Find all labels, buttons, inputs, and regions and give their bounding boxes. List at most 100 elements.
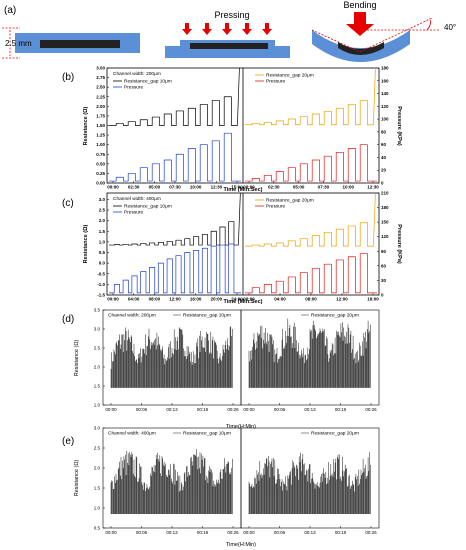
bending-sensor-channel bbox=[338, 42, 384, 55]
y-tick-label-right: 180 bbox=[381, 66, 389, 71]
y-tick-label: 1.5 bbox=[94, 486, 101, 491]
panel-c-xlabel: Time (Min:Sec) bbox=[223, 299, 262, 305]
y-tick-label: 0.5 bbox=[94, 526, 101, 531]
series-resistance-gap-10 bbox=[110, 449, 233, 514]
x-tick-label: 24:00 bbox=[231, 297, 243, 302]
panel-e-xlabel: Time(H:Min) bbox=[226, 542, 256, 548]
y-tick-label-left: 2.0 bbox=[99, 218, 106, 223]
x-tick-label: 00:00 bbox=[105, 530, 117, 535]
x-tick-label: 00:13 bbox=[304, 407, 316, 412]
legend-label: Resistance_gap 20μm bbox=[266, 198, 314, 204]
x-tick-label: 10:00 bbox=[342, 185, 354, 190]
panel-a-schematic: (a) 2.5 mm Pressing bbox=[2, 0, 456, 62]
y-tick-label-right: 60 bbox=[381, 142, 387, 147]
y-tick-label: 2.0 bbox=[94, 466, 101, 471]
legend-label: Resistance_gap 20μm bbox=[266, 73, 314, 79]
x-tick-label: 00:26 bbox=[365, 407, 377, 412]
legend-label: Pressure bbox=[266, 79, 286, 85]
x-tick-label: 00:26 bbox=[365, 530, 377, 535]
x-tick-label: 16:00 bbox=[190, 297, 202, 302]
bend-arrow-head bbox=[346, 24, 374, 36]
height-label: 2.5 mm bbox=[5, 39, 32, 48]
bend-arrow-shaft bbox=[354, 12, 366, 26]
y-tick-label-left: 1.50 bbox=[96, 123, 105, 128]
y-tick-label-left: 0.50 bbox=[96, 161, 105, 166]
series-resistance-gap-20 bbox=[248, 318, 371, 388]
y-tick-label-left: 2.5 bbox=[99, 208, 106, 213]
channel-width-annotation: Channel width: 200μm bbox=[108, 313, 156, 319]
x-tick-label: 00:13 bbox=[166, 407, 178, 412]
x-tick-label: 08:00 bbox=[305, 297, 317, 302]
x-tick-label: 16:00 bbox=[367, 297, 379, 302]
legend-label: Resistance_gap 20μm bbox=[311, 431, 359, 437]
press-arrow-shaft bbox=[245, 23, 249, 30]
panel-b-ylabel-left: Resistance (Ω) bbox=[83, 107, 89, 146]
panel-letter-a: (a) bbox=[4, 5, 16, 16]
x-tick-label: 12:00 bbox=[336, 297, 348, 302]
panel-b-xlabel: Time (Min:Sec) bbox=[223, 187, 262, 193]
bend-angle-line-left bbox=[311, 29, 361, 53]
series-resistance-gap-10 bbox=[110, 326, 233, 388]
panel-c: (c) -1.5 -1.0 -0.5 0.0 0.5 1.0 1.5 2.0 2.5 3.0 0 30… bbox=[62, 191, 402, 306]
channel-width-annotation: Channel width: 400μm bbox=[108, 431, 156, 437]
panel-b: (b) 0.00 0.25 0.50 0.75 1.00 1.25 1.50 1.75 2.00… bbox=[62, 66, 402, 194]
legend-label: Resistance_gap 10μm bbox=[124, 79, 172, 85]
x-tick-label: 00:26 bbox=[227, 530, 239, 535]
press-arrow-shaft bbox=[225, 23, 229, 30]
x-tick-label: 05:00 bbox=[149, 185, 161, 190]
flat-sensor-channel bbox=[40, 40, 120, 48]
y-tick-label: 2.5 bbox=[94, 346, 101, 351]
bending-label: Bending bbox=[343, 0, 376, 10]
x-tick-label: 00:06 bbox=[136, 407, 148, 412]
y-tick-label-left: 1.25 bbox=[96, 133, 105, 138]
y-tick-label-right: 100 bbox=[381, 117, 389, 122]
series-pressure-right bbox=[245, 144, 377, 182]
panel-e: (e) 0.5 1.0 1.5 2.0 2.5 3.0 00:00 00:06 00:13 00:… bbox=[62, 426, 380, 548]
y-tick-label-left: 0.00 bbox=[96, 181, 105, 186]
panel-c-ylabel-right: Pressure (KPa) bbox=[396, 224, 402, 264]
x-tick-label: 00:00 bbox=[107, 185, 119, 190]
y-tick-label-left: -0.5 bbox=[97, 271, 105, 276]
y-tick-label-left: 2.75 bbox=[96, 75, 105, 80]
panel-b-ylabel-right: Pressure (KPa) bbox=[396, 106, 402, 146]
y-tick-label-left: 0.25 bbox=[96, 171, 105, 176]
y-tick-label-right: 40 bbox=[381, 155, 387, 160]
panel-letter-d: (d) bbox=[62, 314, 74, 325]
x-tick-label: 00:06 bbox=[274, 407, 286, 412]
x-tick-label: 12:30 bbox=[211, 185, 223, 190]
x-tick-label: 00:19 bbox=[197, 407, 209, 412]
x-tick-label: 00:13 bbox=[304, 530, 316, 535]
x-tick-label: 00:00 bbox=[105, 407, 117, 412]
y-tick-label-left: 2.00 bbox=[96, 104, 105, 109]
legend-label: Pressure bbox=[124, 85, 144, 91]
legend-label: Pressure bbox=[124, 210, 144, 216]
legend-label: Resistance_gap 10μm bbox=[183, 431, 231, 437]
x-tick-label: 02:30 bbox=[128, 185, 140, 190]
panel-d-ylabel: Resistance (Ω) bbox=[74, 340, 80, 377]
x-tick-label: 15:00 bbox=[231, 185, 243, 190]
y-tick-label-right: 90 bbox=[381, 249, 387, 254]
panel-c-ylabel-left: Resistance (Ω) bbox=[83, 225, 89, 264]
y-tick-label-right: 0 bbox=[381, 181, 384, 186]
y-tick-label-left: -1.5 bbox=[97, 293, 105, 298]
x-tick-label: 00:00 bbox=[243, 407, 255, 412]
x-tick-label: 00:06 bbox=[274, 530, 286, 535]
y-tick-label-right: 120 bbox=[381, 234, 389, 239]
y-tick-label-left: 0.5 bbox=[99, 250, 106, 255]
series-pressure-left bbox=[109, 132, 241, 182]
y-tick-label-right: 120 bbox=[381, 104, 389, 109]
press-arrow-shaft bbox=[185, 23, 189, 30]
press-arrow-head bbox=[242, 29, 252, 35]
x-tick-label: 00:06 bbox=[136, 530, 148, 535]
x-tick-label: 02:30 bbox=[268, 185, 280, 190]
channel-width-annotation: Channel width: 200μm bbox=[113, 71, 161, 77]
y-tick-label-left: -1.0 bbox=[97, 282, 105, 287]
y-tick-label: 3.0 bbox=[94, 327, 101, 332]
x-tick-label: 00:00 bbox=[243, 185, 255, 190]
legend-label: Resistance_gap 10μm bbox=[183, 313, 231, 319]
x-tick-label: 08:00 bbox=[149, 297, 161, 302]
press-arrow-shaft bbox=[205, 23, 209, 30]
y-tick-label: 1.0 bbox=[94, 506, 101, 511]
x-tick-label: 12:00 bbox=[169, 297, 181, 302]
y-tick-label-right: 0 bbox=[381, 293, 384, 298]
